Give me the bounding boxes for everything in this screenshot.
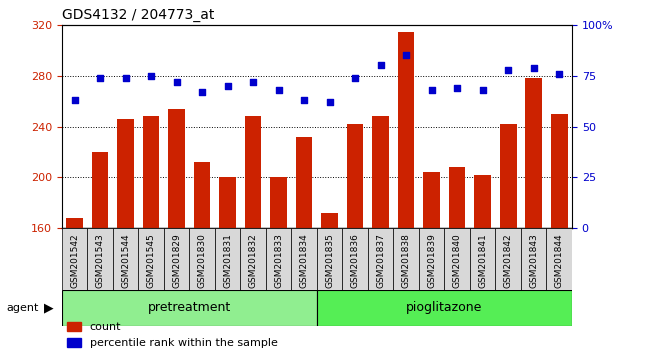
Bar bbox=[240, 228, 266, 290]
Bar bbox=[449, 167, 465, 228]
Text: GSM201835: GSM201835 bbox=[325, 233, 334, 288]
Bar bbox=[317, 290, 572, 326]
Bar bbox=[470, 228, 495, 290]
Text: GSM201829: GSM201829 bbox=[172, 233, 181, 288]
Bar bbox=[343, 228, 368, 290]
Text: ▶: ▶ bbox=[44, 302, 54, 314]
Text: GSM201830: GSM201830 bbox=[198, 233, 207, 288]
Text: GSM201831: GSM201831 bbox=[223, 233, 232, 288]
Bar bbox=[113, 228, 138, 290]
Bar bbox=[219, 177, 236, 228]
Text: GSM201543: GSM201543 bbox=[96, 233, 105, 288]
Bar bbox=[92, 152, 109, 228]
Bar bbox=[62, 228, 87, 290]
Point bbox=[503, 67, 514, 72]
Bar bbox=[138, 228, 164, 290]
Bar bbox=[296, 137, 313, 228]
Text: GSM201545: GSM201545 bbox=[146, 233, 155, 288]
Point bbox=[376, 63, 386, 68]
Point bbox=[146, 73, 156, 79]
Bar bbox=[393, 228, 419, 290]
Text: agent: agent bbox=[6, 303, 39, 313]
Point bbox=[248, 79, 258, 85]
Bar bbox=[551, 114, 567, 228]
Bar bbox=[419, 228, 445, 290]
Bar bbox=[270, 177, 287, 228]
Point bbox=[528, 65, 539, 70]
Point bbox=[478, 87, 488, 93]
Text: pretreatment: pretreatment bbox=[148, 302, 231, 314]
Bar bbox=[214, 228, 240, 290]
Bar bbox=[547, 228, 572, 290]
Bar bbox=[445, 228, 470, 290]
Text: GSM201834: GSM201834 bbox=[300, 233, 309, 288]
Point bbox=[350, 75, 360, 80]
Bar bbox=[87, 228, 113, 290]
Point bbox=[426, 87, 437, 93]
Text: GSM201542: GSM201542 bbox=[70, 233, 79, 288]
Bar bbox=[500, 124, 517, 228]
Bar bbox=[525, 78, 542, 228]
Point bbox=[299, 97, 309, 103]
Text: GSM201832: GSM201832 bbox=[248, 233, 257, 288]
Point bbox=[70, 97, 80, 103]
Text: GSM201839: GSM201839 bbox=[427, 233, 436, 288]
Bar bbox=[245, 116, 261, 228]
Bar bbox=[347, 124, 363, 228]
Bar bbox=[117, 119, 134, 228]
Bar bbox=[521, 228, 547, 290]
Point bbox=[222, 83, 233, 89]
Text: GDS4132 / 204773_at: GDS4132 / 204773_at bbox=[62, 8, 214, 22]
Bar bbox=[143, 116, 159, 228]
Point bbox=[197, 89, 207, 95]
Point bbox=[554, 71, 564, 76]
Text: GSM201544: GSM201544 bbox=[121, 233, 130, 288]
Text: GSM201843: GSM201843 bbox=[529, 233, 538, 288]
Bar bbox=[317, 228, 343, 290]
Bar bbox=[62, 290, 317, 326]
Bar bbox=[495, 228, 521, 290]
Bar bbox=[368, 228, 393, 290]
Point bbox=[452, 85, 462, 91]
Bar bbox=[474, 175, 491, 228]
Point bbox=[401, 52, 411, 58]
Text: GSM201838: GSM201838 bbox=[402, 233, 411, 288]
Bar bbox=[168, 109, 185, 228]
Point bbox=[274, 87, 284, 93]
Text: pioglitazone: pioglitazone bbox=[406, 302, 482, 314]
Point bbox=[324, 99, 335, 105]
Text: GSM201833: GSM201833 bbox=[274, 233, 283, 288]
Bar bbox=[66, 218, 83, 228]
Point bbox=[120, 75, 131, 80]
Legend: count, percentile rank within the sample: count, percentile rank within the sample bbox=[68, 322, 278, 348]
Text: GSM201844: GSM201844 bbox=[554, 233, 564, 288]
Bar bbox=[291, 228, 317, 290]
Bar bbox=[423, 172, 440, 228]
Bar bbox=[398, 33, 415, 228]
Text: GSM201837: GSM201837 bbox=[376, 233, 385, 288]
Bar bbox=[189, 228, 214, 290]
Text: GSM201842: GSM201842 bbox=[504, 233, 513, 288]
Bar bbox=[266, 228, 291, 290]
Text: GSM201841: GSM201841 bbox=[478, 233, 488, 288]
Text: GSM201840: GSM201840 bbox=[452, 233, 462, 288]
Bar bbox=[321, 213, 338, 228]
Point bbox=[172, 79, 182, 85]
Point bbox=[95, 75, 105, 80]
Text: GSM201836: GSM201836 bbox=[350, 233, 359, 288]
Bar bbox=[164, 228, 189, 290]
Bar bbox=[194, 162, 211, 228]
Bar bbox=[372, 116, 389, 228]
